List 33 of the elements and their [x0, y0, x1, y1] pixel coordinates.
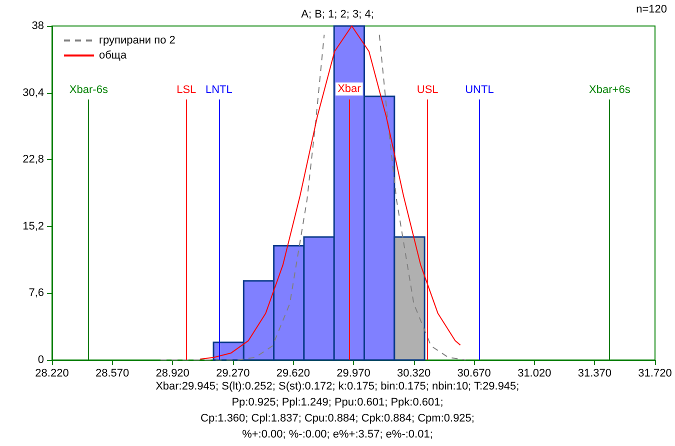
x-tick-label: 31.020 — [518, 368, 552, 380]
text: Xbar:29.945; S(lt):0.252; S(st):0.172; k:0.175; bin:0.175; nbin:10; T:29.945; — [156, 380, 520, 392]
ref-line-label: UNTL — [465, 84, 494, 96]
x-tick-label: 28.220 — [35, 368, 69, 380]
ref-line-label: LNTL — [205, 84, 232, 96]
x-tick-label: 28.570 — [95, 368, 130, 380]
x-tick-label: 29.970 — [336, 368, 370, 380]
x-tick-label: 30.670 — [457, 368, 491, 380]
y-tick-label: 15,2 — [22, 220, 44, 232]
ref-line-label: LSL — [176, 84, 196, 96]
text: n=120 — [636, 4, 668, 16]
y-tick-label: 38 — [32, 20, 44, 32]
x-tick-label: 31.720 — [638, 368, 672, 380]
y-tick-label: 7,6 — [28, 287, 44, 300]
chart-title: A; B; 1; 2; 3; 4; — [301, 8, 374, 20]
y-tick-label: 30,4 — [22, 86, 44, 99]
x-tick-label: 30.320 — [396, 368, 431, 380]
x-tick-label: 29.620 — [276, 368, 310, 380]
x-tick-label: 31.370 — [578, 368, 612, 380]
legend-label: обща — [99, 50, 128, 62]
x-tick-label: 29.270 — [216, 368, 250, 380]
legend-label: групирани по 2 — [99, 34, 176, 46]
x-tick-label: 28.920 — [156, 368, 190, 380]
y-tick-label: 22,8 — [22, 154, 44, 166]
text: Pp:0.925; Ppl:1.249; Ppu:0.601; Ppk:0.601; — [232, 396, 444, 408]
ref-line-label: USL — [416, 84, 438, 96]
y-tick-label: 0 — [38, 354, 44, 366]
ref-line-label: Xbar+6s — [589, 84, 631, 96]
ref-line-label: Xbar-6s — [69, 84, 108, 96]
line-series — [200, 26, 461, 360]
text: Cp:1.360; Cpl:1.837; Cpu:0.884; Cpk:0.884; Cpm:0.925; — [200, 412, 474, 424]
text: %+:0.00; %-:0.00; e%+:3.57; e%-:0.01; — [242, 428, 433, 440]
ref-line-label: Xbar — [338, 82, 362, 95]
